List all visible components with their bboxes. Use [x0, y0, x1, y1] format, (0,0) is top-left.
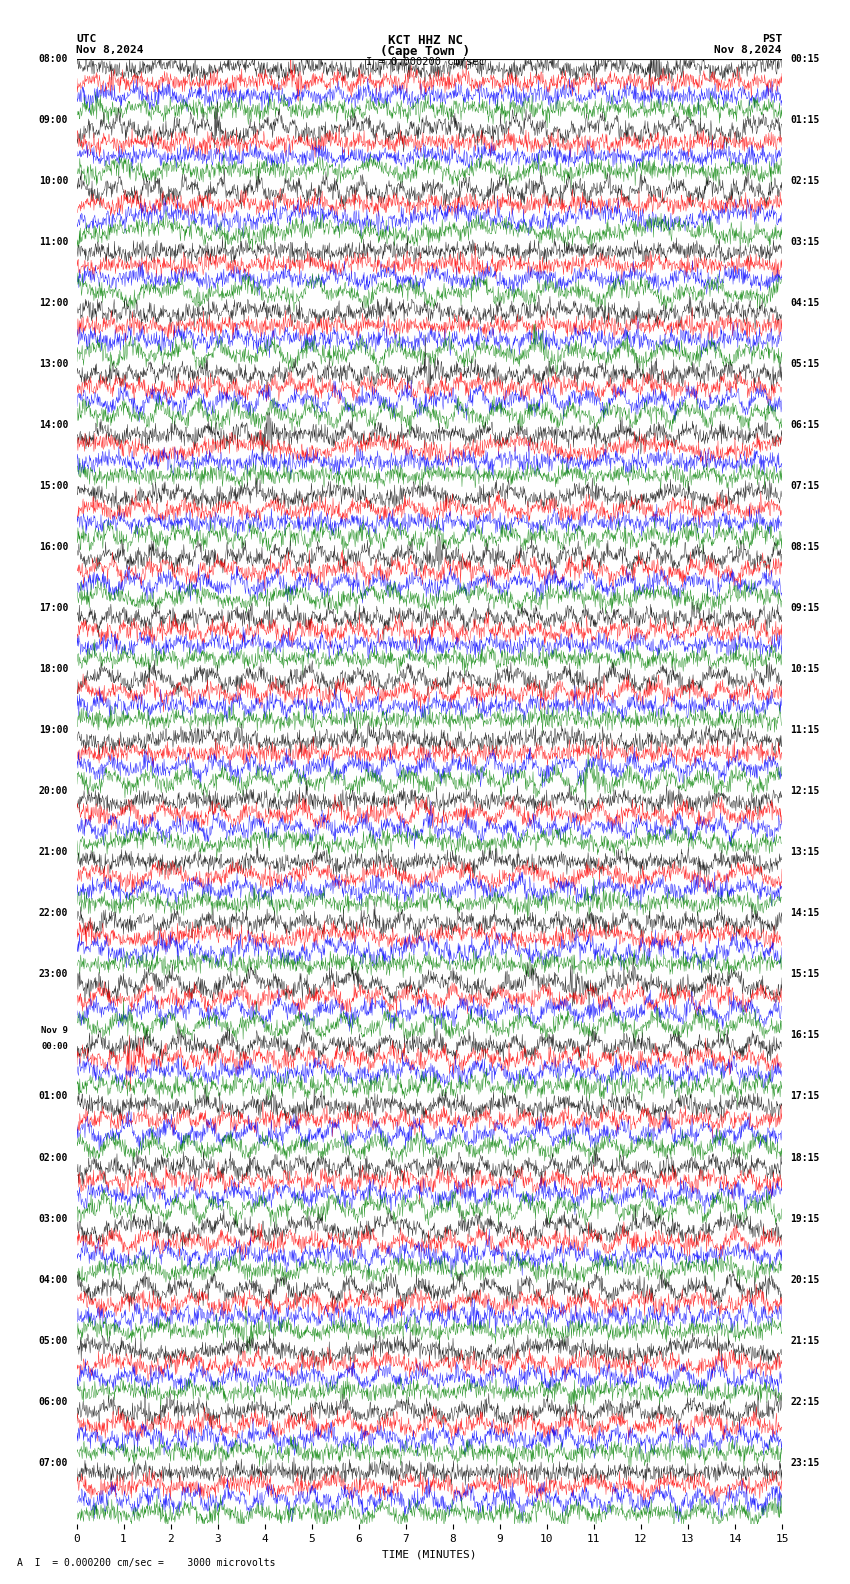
- Text: 20:00: 20:00: [38, 786, 68, 797]
- Text: 04:00: 04:00: [38, 1275, 68, 1285]
- Text: 06:00: 06:00: [38, 1397, 68, 1407]
- Text: 11:00: 11:00: [38, 236, 68, 247]
- Text: Nov 9: Nov 9: [41, 1026, 68, 1034]
- Text: 05:15: 05:15: [790, 360, 820, 369]
- Text: 22:00: 22:00: [38, 908, 68, 919]
- Text: 01:00: 01:00: [38, 1091, 68, 1101]
- Text: 12:00: 12:00: [38, 298, 68, 307]
- Text: 16:15: 16:15: [790, 1031, 820, 1041]
- Text: 08:15: 08:15: [790, 542, 820, 551]
- Text: 20:15: 20:15: [790, 1275, 820, 1285]
- Text: 13:15: 13:15: [790, 847, 820, 857]
- Text: 23:00: 23:00: [38, 969, 68, 979]
- Text: 15:15: 15:15: [790, 969, 820, 979]
- Text: 13:00: 13:00: [38, 360, 68, 369]
- Text: KCT HHZ NC: KCT HHZ NC: [388, 33, 462, 48]
- Text: 08:00: 08:00: [38, 54, 68, 63]
- Text: 03:15: 03:15: [790, 236, 820, 247]
- Text: 17:00: 17:00: [38, 604, 68, 613]
- Text: PST: PST: [762, 33, 782, 44]
- Text: Nov 8,2024: Nov 8,2024: [76, 44, 144, 55]
- Text: 01:15: 01:15: [790, 114, 820, 125]
- Text: 17:15: 17:15: [790, 1091, 820, 1101]
- Text: 00:00: 00:00: [41, 1042, 68, 1050]
- Text: 10:00: 10:00: [38, 176, 68, 185]
- Text: 03:00: 03:00: [38, 1213, 68, 1223]
- Text: 04:15: 04:15: [790, 298, 820, 307]
- Text: 15:00: 15:00: [38, 482, 68, 491]
- Text: 02:15: 02:15: [790, 176, 820, 185]
- Text: 21:15: 21:15: [790, 1335, 820, 1346]
- Text: 18:00: 18:00: [38, 664, 68, 675]
- Text: 21:00: 21:00: [38, 847, 68, 857]
- Text: I = 0.000200 cm/sec: I = 0.000200 cm/sec: [366, 57, 484, 67]
- Text: 07:00: 07:00: [38, 1457, 68, 1468]
- Text: 19:00: 19:00: [38, 725, 68, 735]
- Text: 07:15: 07:15: [790, 482, 820, 491]
- Text: 22:15: 22:15: [790, 1397, 820, 1407]
- Text: 16:00: 16:00: [38, 542, 68, 551]
- Text: (Cape Town ): (Cape Town ): [380, 44, 470, 59]
- Text: 05:00: 05:00: [38, 1335, 68, 1346]
- Text: 12:15: 12:15: [790, 786, 820, 797]
- Text: 02:00: 02:00: [38, 1153, 68, 1163]
- Text: 19:15: 19:15: [790, 1213, 820, 1223]
- Text: UTC: UTC: [76, 33, 97, 44]
- Text: 11:15: 11:15: [790, 725, 820, 735]
- X-axis label: TIME (MINUTES): TIME (MINUTES): [382, 1549, 477, 1559]
- Text: 14:00: 14:00: [38, 420, 68, 429]
- Text: 23:15: 23:15: [790, 1457, 820, 1468]
- Text: 00:15: 00:15: [790, 54, 820, 63]
- Text: 10:15: 10:15: [790, 664, 820, 675]
- Text: A  I  = 0.000200 cm/sec =    3000 microvolts: A I = 0.000200 cm/sec = 3000 microvolts: [17, 1559, 275, 1568]
- Text: Nov 8,2024: Nov 8,2024: [715, 44, 782, 55]
- Text: 14:15: 14:15: [790, 908, 820, 919]
- Text: 09:15: 09:15: [790, 604, 820, 613]
- Text: 09:00: 09:00: [38, 114, 68, 125]
- Text: 18:15: 18:15: [790, 1153, 820, 1163]
- Text: 06:15: 06:15: [790, 420, 820, 429]
